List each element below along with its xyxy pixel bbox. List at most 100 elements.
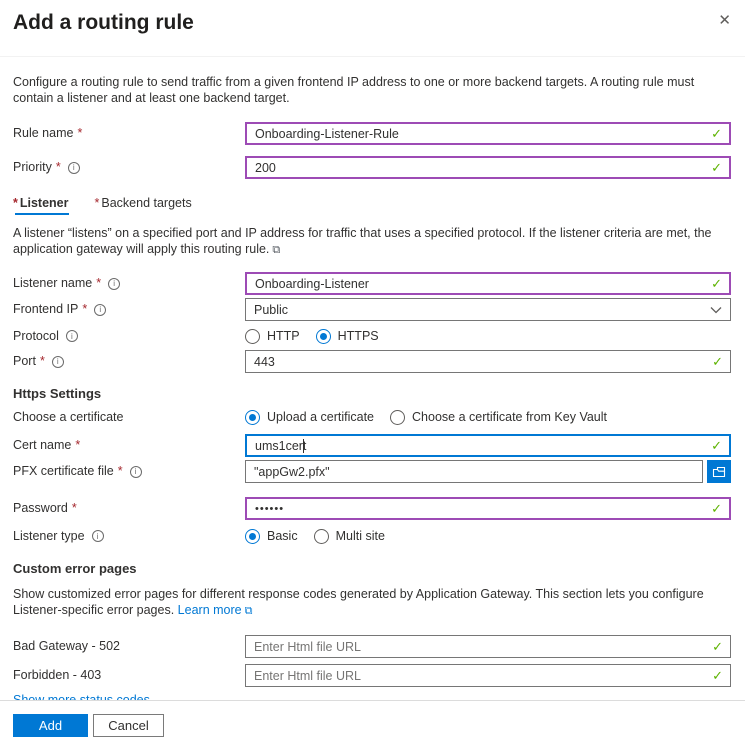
required-asterisk: *	[77, 126, 83, 140]
bad-gateway-label: Bad Gateway - 502	[13, 639, 121, 653]
valid-check-icon: ✓	[711, 159, 722, 175]
protocol-http-radio[interactable]: HTTP	[245, 328, 300, 344]
dialog-intro-text: Configure a routing rule to send traffic…	[13, 75, 695, 105]
listener-type-basic-radio[interactable]: Basic	[245, 528, 298, 544]
cert-name-label: Cert name	[13, 438, 72, 452]
protocol-row: Protocol i HTTP HTTPS	[13, 327, 731, 345]
listener-description: A listener “listens” on a specified port…	[13, 226, 712, 256]
info-icon[interactable]: i	[65, 330, 78, 342]
rule-name-row: Rule name* ✓	[13, 122, 731, 145]
valid-check-icon: ✓	[711, 125, 722, 141]
external-link-icon[interactable]: ⧉	[272, 244, 281, 256]
port-label: Port	[13, 354, 36, 368]
rule-name-input[interactable]	[247, 124, 708, 143]
key-vault-certificate-label: Choose a certificate from Key Vault	[412, 410, 608, 424]
external-link-icon: ⧉	[244, 605, 253, 617]
radio-circle	[390, 409, 406, 425]
required-asterisk: *	[96, 276, 102, 290]
listener-type-row: Listener type i Basic Multi site	[13, 527, 731, 545]
pfx-file-input[interactable]	[246, 461, 702, 482]
info-icon[interactable]: i	[108, 277, 121, 290]
info-icon[interactable]: i	[94, 303, 107, 316]
key-vault-certificate-radio[interactable]: Choose a certificate from Key Vault	[390, 409, 608, 425]
password-row: Password* ✓	[13, 497, 731, 520]
frontend-ip-row: Frontend IP * i Public	[13, 298, 731, 321]
rule-tabs: * Listener * Backend targets	[13, 196, 731, 215]
valid-check-icon: ✓	[712, 353, 723, 369]
port-input[interactable]	[246, 351, 709, 372]
radio-circle	[313, 528, 329, 544]
add-button[interactable]: Add	[13, 714, 88, 737]
cert-name-field: ✓	[245, 434, 731, 457]
protocol-radio-group: HTTP HTTPS	[245, 328, 731, 344]
frontend-ip-selected-value: Public	[254, 302, 289, 317]
listener-name-label: Listener name	[13, 276, 93, 290]
info-icon[interactable]: i	[91, 530, 104, 542]
cert-name-row: Cert name* ✓	[13, 434, 731, 457]
frontend-ip-label: Frontend IP	[13, 302, 79, 316]
upload-certificate-radio[interactable]: Upload a certificate	[245, 409, 375, 425]
cert-name-input[interactable]	[247, 436, 309, 455]
listener-type-multisite-label: Multi site	[335, 529, 385, 543]
choose-certificate-radio-group: Upload a certificate Choose a certificat…	[245, 409, 731, 425]
choose-certificate-row: Choose a certificate Upload a certificat…	[13, 408, 731, 426]
forbidden-field: ✓	[245, 664, 731, 687]
active-tab-underline	[15, 213, 69, 215]
protocol-https-label: HTTPS	[337, 329, 379, 343]
required-asterisk: *	[55, 160, 61, 174]
priority-input[interactable]	[247, 158, 708, 177]
tab-listener-label: Listener	[19, 196, 69, 210]
protocol-http-label: HTTP	[267, 329, 300, 343]
pfx-file-row: PFX certificate file * i	[13, 460, 731, 483]
listener-name-row: Listener name* i ✓	[13, 272, 731, 295]
listener-type-multisite-radio[interactable]: Multi site	[313, 528, 385, 544]
port-field: ✓	[245, 350, 731, 373]
password-label: Password	[13, 501, 68, 515]
bad-gateway-input[interactable]	[246, 636, 709, 657]
valid-check-icon: ✓	[711, 437, 722, 453]
password-input[interactable]	[247, 499, 708, 518]
forbidden-label: Forbidden - 403	[13, 668, 102, 682]
radio-circle	[245, 328, 260, 344]
tab-backend-label: Backend targets	[101, 196, 192, 210]
required-asterisk: *	[71, 501, 77, 515]
info-icon[interactable]: i	[129, 465, 142, 478]
radio-circle-selected	[245, 409, 260, 425]
required-asterisk: *	[94, 196, 100, 210]
radio-circle-selected	[245, 528, 260, 544]
forbidden-row: Forbidden - 403 ✓	[13, 664, 731, 687]
protocol-https-radio[interactable]: HTTPS	[315, 328, 379, 344]
learn-more-link[interactable]: Learn more ⧉	[177, 603, 253, 617]
info-icon[interactable]: i	[51, 355, 64, 368]
custom-error-pages-heading: Custom error pages	[13, 561, 137, 576]
cancel-button[interactable]: Cancel	[93, 714, 164, 737]
info-icon[interactable]: i	[67, 161, 80, 174]
protocol-label: Protocol	[13, 328, 59, 343]
port-row: Port* i ✓	[13, 350, 731, 373]
dialog-footer: Add Cancel	[0, 701, 745, 750]
listener-name-input[interactable]	[247, 274, 708, 293]
frontend-ip-dropdown[interactable]: Public	[245, 298, 731, 321]
valid-check-icon: ✓	[712, 638, 723, 654]
required-asterisk: *	[82, 302, 88, 316]
tab-listener[interactable]: * Listener	[13, 196, 69, 215]
pfx-file-field	[245, 460, 703, 483]
browse-file-button[interactable]	[707, 460, 731, 483]
required-asterisk: *	[117, 464, 123, 478]
tab-backend-targets[interactable]: * Backend targets	[95, 196, 192, 215]
close-icon[interactable]: ✕	[718, 12, 731, 29]
forbidden-input[interactable]	[246, 665, 709, 686]
listener-type-basic-label: Basic	[267, 529, 298, 543]
bad-gateway-field: ✓	[245, 635, 731, 658]
https-settings-heading: Https Settings	[13, 386, 102, 401]
valid-check-icon: ✓	[711, 275, 722, 291]
upload-certificate-label: Upload a certificate	[267, 410, 375, 424]
text-cursor	[303, 438, 304, 453]
required-asterisk: *	[75, 438, 81, 452]
dialog-title: Add a routing rule	[13, 11, 194, 34]
listener-type-label: Listener type	[13, 528, 85, 543]
priority-label: Priority	[13, 160, 52, 174]
bad-gateway-row: Bad Gateway - 502 ✓	[13, 635, 731, 658]
valid-check-icon: ✓	[711, 500, 722, 516]
rule-name-field: ✓	[245, 122, 731, 145]
